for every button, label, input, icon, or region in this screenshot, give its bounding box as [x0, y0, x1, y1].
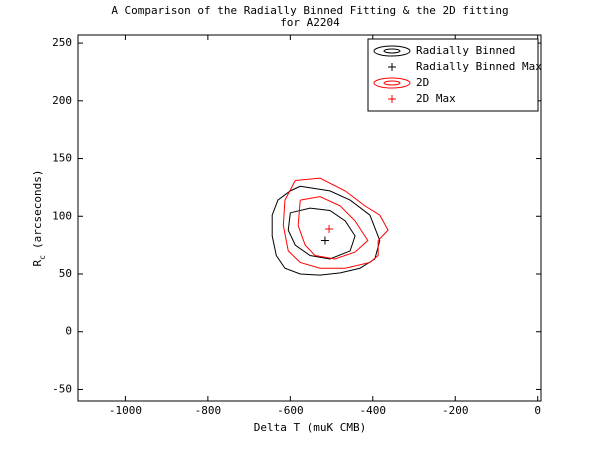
- y-label-sub: c: [38, 255, 47, 260]
- max-marker: [388, 63, 396, 71]
- x-tick-label: -200: [442, 404, 469, 417]
- y-tick-label: 50: [59, 267, 72, 280]
- chart-subtitle: for A2204: [280, 16, 340, 29]
- legend-label: Radially Binned: [416, 44, 515, 57]
- y-tick-label: 100: [52, 209, 72, 222]
- x-tick-label: -400: [360, 404, 387, 417]
- legend-icon: [373, 77, 411, 89]
- y-label-main: R: [31, 259, 44, 266]
- max-marker: [320, 236, 329, 245]
- contour-line: [282, 177, 389, 269]
- chart-title: A Comparison of the Radially Binned Fitt…: [111, 4, 508, 17]
- y-label-rest: (arcseconds): [31, 170, 44, 249]
- contour-line: [271, 185, 381, 276]
- contour-line: [297, 196, 369, 260]
- x-tick-label: -600: [277, 404, 304, 417]
- y-tick-label: 150: [52, 152, 72, 165]
- legend-label: Radially Binned Max: [416, 60, 542, 73]
- legend-icon: [373, 45, 411, 57]
- legend-icon: [383, 48, 401, 54]
- legend-label: 2D Max: [416, 92, 456, 105]
- max-marker: [388, 95, 396, 103]
- contour-line: [287, 207, 356, 260]
- x-tick-label: -800: [195, 404, 222, 417]
- max-marker: [325, 224, 334, 233]
- legend-label: 2D: [416, 76, 429, 89]
- y-tick-label: 0: [65, 325, 72, 338]
- x-axis-label: Delta T (muK CMB): [254, 421, 367, 434]
- x-tick-label: 0: [534, 404, 541, 417]
- y-tick-label: 200: [52, 94, 72, 107]
- y-axis-label: Rc (arcseconds): [31, 170, 47, 267]
- legend-box: [367, 38, 539, 112]
- y-tick-label: 250: [52, 36, 72, 49]
- x-tick-label: -1000: [109, 404, 142, 417]
- legend-icon: [383, 80, 401, 86]
- y-tick-label: -50: [52, 382, 72, 395]
